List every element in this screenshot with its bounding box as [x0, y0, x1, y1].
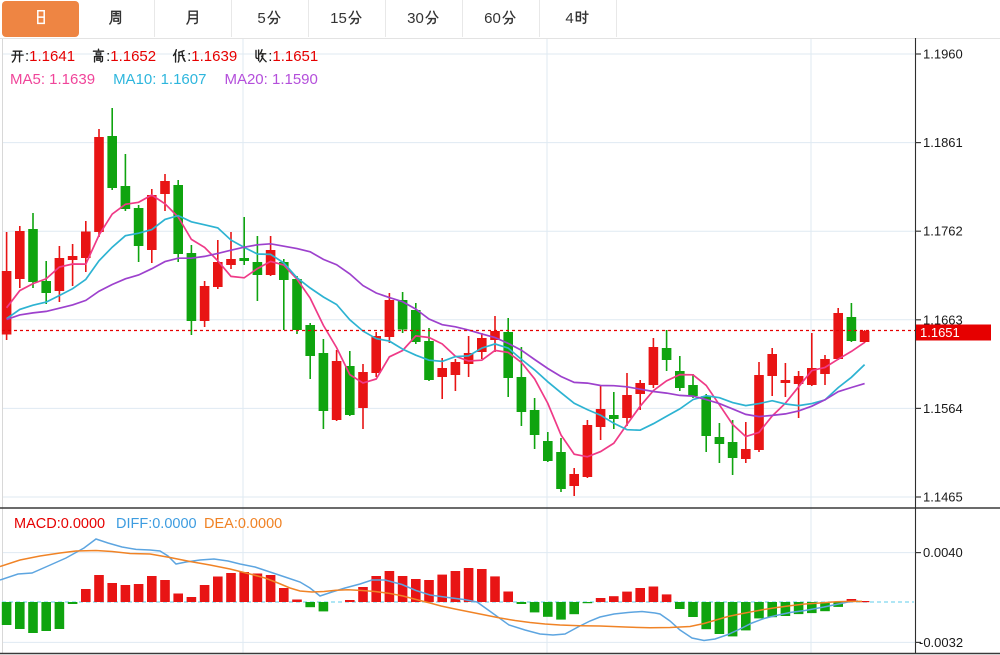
svg-text:1.1465: 1.1465: [923, 490, 963, 505]
svg-text:-0.0032: -0.0032: [919, 635, 963, 650]
svg-text:1.1960: 1.1960: [923, 47, 963, 62]
svg-text:1.1861: 1.1861: [923, 135, 963, 150]
svg-text:MACD:0.0000: MACD:0.0000: [14, 516, 105, 532]
svg-text:0.0040: 0.0040: [923, 545, 963, 560]
svg-text:1.1762: 1.1762: [923, 224, 963, 239]
svg-text:1.1663: 1.1663: [923, 312, 963, 327]
svg-text:DEA:0.0000: DEA:0.0000: [204, 516, 282, 532]
svg-text:1.1564: 1.1564: [923, 401, 963, 416]
svg-text:DIFF:0.0000: DIFF:0.0000: [116, 516, 197, 532]
svg-text:1.1651: 1.1651: [920, 325, 960, 340]
